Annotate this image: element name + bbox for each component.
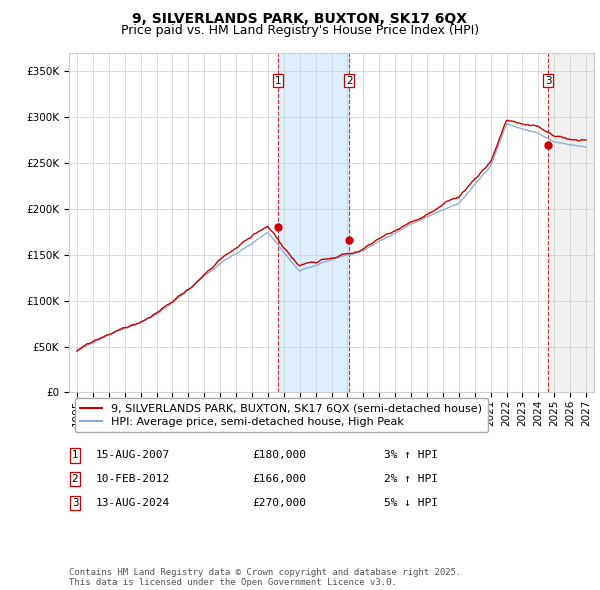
Text: 3: 3 [545, 76, 551, 86]
Bar [278, 53, 349, 392]
Text: 3% ↑ HPI: 3% ↑ HPI [384, 451, 438, 460]
Text: Price paid vs. HM Land Registry's House Price Index (HPI): Price paid vs. HM Land Registry's House … [121, 24, 479, 37]
Text: 5% ↓ HPI: 5% ↓ HPI [384, 498, 438, 507]
Text: 1: 1 [71, 451, 79, 460]
Text: £270,000: £270,000 [252, 498, 306, 507]
Text: 10-FEB-2012: 10-FEB-2012 [96, 474, 170, 484]
Text: 2: 2 [71, 474, 79, 484]
Text: £180,000: £180,000 [252, 451, 306, 460]
Text: 15-AUG-2007: 15-AUG-2007 [96, 451, 170, 460]
Text: 1: 1 [274, 76, 281, 86]
Text: 3: 3 [71, 498, 79, 507]
Text: 2% ↑ HPI: 2% ↑ HPI [384, 474, 438, 484]
Bar [548, 53, 594, 392]
Legend: 9, SILVERLANDS PARK, BUXTON, SK17 6QX (semi-detached house), HPI: Average price,: 9, SILVERLANDS PARK, BUXTON, SK17 6QX (s… [74, 398, 488, 432]
Text: 2: 2 [346, 76, 352, 86]
Text: Contains HM Land Registry data © Crown copyright and database right 2025.
This d: Contains HM Land Registry data © Crown c… [69, 568, 461, 587]
Text: £166,000: £166,000 [252, 474, 306, 484]
Text: 9, SILVERLANDS PARK, BUXTON, SK17 6QX: 9, SILVERLANDS PARK, BUXTON, SK17 6QX [133, 12, 467, 26]
Text: 13-AUG-2024: 13-AUG-2024 [96, 498, 170, 507]
